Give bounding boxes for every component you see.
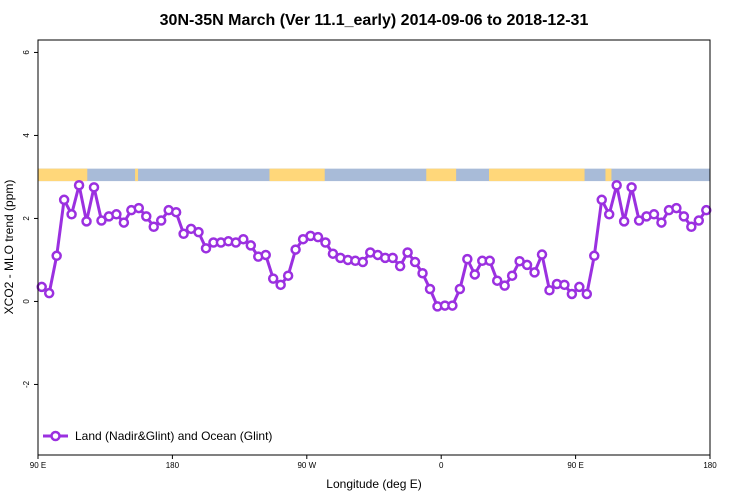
data-point <box>96 215 107 226</box>
data-point <box>544 284 555 296</box>
data-point <box>260 249 271 261</box>
legend-label: Land (Nadir&Glint) and Ocean (Glint) <box>75 429 272 443</box>
data-point <box>327 248 339 259</box>
data-point <box>282 270 294 281</box>
land-segment <box>605 168 612 182</box>
data-point <box>611 180 622 191</box>
data-point <box>178 228 189 240</box>
x-tick-label: 180 <box>703 461 717 470</box>
land-segment <box>269 168 325 182</box>
x-tick-label: 90 W <box>297 461 316 470</box>
data-point <box>133 202 145 214</box>
data-point <box>633 215 645 226</box>
land-segment <box>135 168 139 182</box>
x-axis: 90 E 180 90 W 0 90 E 180 <box>30 455 717 470</box>
surface-band <box>38 168 710 182</box>
data-point <box>200 243 212 254</box>
data-point <box>693 215 705 226</box>
data-point <box>387 252 398 264</box>
data-point <box>36 281 47 293</box>
data-point <box>506 270 518 281</box>
y-axis: -2 0 2 4 6 <box>22 50 38 388</box>
data-point <box>58 194 70 206</box>
data-point <box>155 215 167 226</box>
chart-title: 30N-35N March (Ver 11.1_early) 2014-09-0… <box>160 12 589 29</box>
data-point <box>596 194 607 206</box>
data-point <box>290 244 301 255</box>
land-segment <box>38 168 88 182</box>
data-point <box>447 300 458 311</box>
data-point <box>424 283 436 295</box>
data-point <box>581 288 593 300</box>
data-point <box>148 221 159 232</box>
data-point <box>275 279 286 291</box>
plot-frame <box>37 39 711 456</box>
data-point <box>521 259 533 271</box>
data-point <box>118 217 130 228</box>
y-tick-label: 0 <box>22 299 31 304</box>
x-tick-label: 90 E <box>30 461 46 470</box>
data-point <box>402 247 413 258</box>
series-line <box>40 183 708 308</box>
data-point <box>454 283 466 295</box>
legend: Land (Nadir&Glint) and Ocean (Glint) <box>43 429 272 443</box>
data-point <box>678 211 690 222</box>
data-point <box>499 280 510 291</box>
x-tick-label: 90 E <box>567 461 583 470</box>
data-point <box>51 250 62 262</box>
data-point <box>686 221 697 232</box>
data-point <box>484 255 495 267</box>
data-point <box>357 256 369 268</box>
land-segment <box>488 168 585 182</box>
data-point <box>529 267 540 278</box>
data-point <box>320 237 331 248</box>
data-point <box>141 211 152 222</box>
data-point <box>626 182 637 193</box>
data-point <box>491 275 503 286</box>
x-axis-label: Longitude (deg E) <box>326 477 421 491</box>
data-point <box>193 226 204 238</box>
data-point <box>701 204 712 216</box>
x-tick-label: 180 <box>166 461 180 470</box>
data-point <box>656 217 667 228</box>
data-point <box>536 249 548 260</box>
data-point <box>111 209 122 220</box>
data-point <box>648 209 660 220</box>
data-point <box>618 216 630 227</box>
x-tick-label: 0 <box>439 461 444 470</box>
data-point <box>671 202 682 214</box>
y-tick-label: 2 <box>22 216 31 221</box>
data-point <box>559 279 570 291</box>
y-tick-label: 4 <box>22 133 31 138</box>
data-point <box>574 281 585 293</box>
y-axis-label: XCO2 - MLO trend (ppm) <box>2 180 16 315</box>
data-point <box>566 288 578 300</box>
data-point <box>394 260 406 272</box>
data-point <box>43 287 55 299</box>
data-point <box>312 231 324 243</box>
data-point <box>238 233 249 245</box>
data-point <box>409 256 421 268</box>
y-tick-label: -2 <box>22 380 31 388</box>
legend-marker <box>50 430 61 442</box>
data-point <box>589 250 600 262</box>
data-point <box>603 209 615 220</box>
data-point <box>88 182 100 193</box>
data-point <box>66 209 77 220</box>
data-point <box>267 273 279 284</box>
series-layer <box>36 180 712 312</box>
y-tick-label: 6 <box>22 50 31 55</box>
data-point <box>81 216 92 227</box>
data-point <box>417 267 428 279</box>
data-point <box>245 240 257 251</box>
data-point <box>170 206 182 218</box>
data-point <box>469 269 481 280</box>
land-segment <box>426 168 457 182</box>
data-point <box>73 180 85 191</box>
data-point <box>462 253 473 265</box>
